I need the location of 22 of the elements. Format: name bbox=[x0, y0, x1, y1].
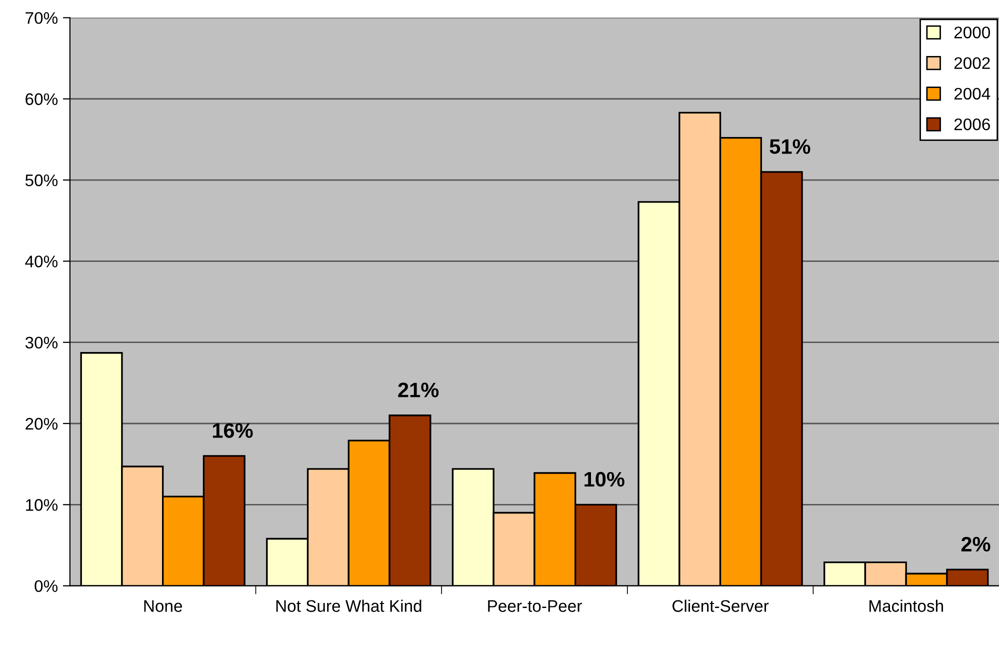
y-tick-label: 70% bbox=[26, 12, 58, 24]
legend-label: 2006 bbox=[954, 118, 990, 130]
y-tick-label: 50% bbox=[25, 174, 58, 186]
data-label: 51% bbox=[770, 139, 810, 154]
legend-label: 2004 bbox=[954, 88, 990, 100]
x-tick-label: None bbox=[144, 600, 182, 612]
data-label: 10% bbox=[584, 472, 624, 487]
x-tick-label: Peer-to-Peer bbox=[488, 600, 582, 612]
y-tick-label: 20% bbox=[26, 418, 58, 430]
data-label: 21% bbox=[398, 382, 439, 398]
y-tick-label: 40% bbox=[25, 256, 58, 268]
y-tick-label: 30% bbox=[25, 336, 58, 349]
legend-label: 2002 bbox=[954, 57, 990, 69]
data-label: 2% bbox=[961, 536, 990, 552]
x-tick-label: Macintosh bbox=[869, 600, 943, 612]
x-tick-label: Client-Server bbox=[672, 600, 769, 612]
y-tick-label: 10% bbox=[26, 499, 58, 511]
legend-label: 2000 bbox=[954, 26, 990, 38]
data-label: 16% bbox=[212, 423, 253, 438]
y-tick-label: 60% bbox=[26, 93, 58, 106]
x-tick-label: Not Sure What Kind bbox=[276, 600, 422, 612]
y-tick-label: 0% bbox=[34, 580, 58, 592]
